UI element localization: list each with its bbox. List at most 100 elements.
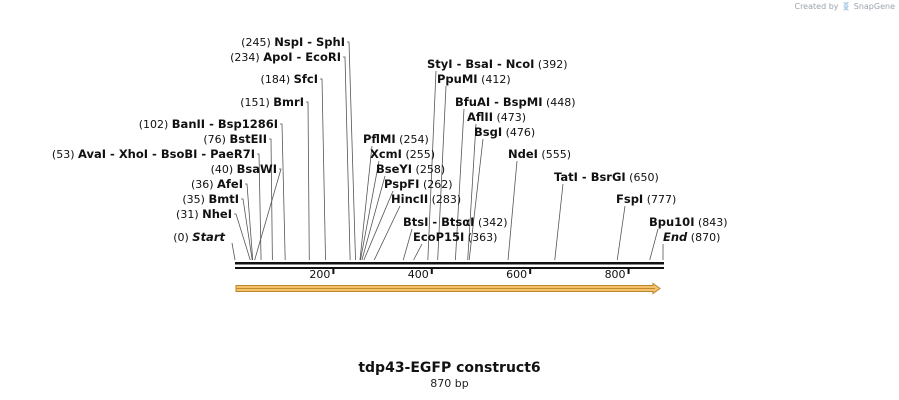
- enzyme-bseyi[interactable]: BseYI: [376, 162, 412, 176]
- cut-line-ecop15i: [413, 243, 423, 261]
- site-label-pflmi: PflMI (254): [363, 132, 429, 146]
- site-position: (392): [534, 58, 567, 71]
- enzyme-afei[interactable]: AfeI: [217, 177, 243, 191]
- cut-line-tati: [554, 183, 564, 261]
- site-label-ecop15i: EcoP15I (363): [413, 230, 497, 244]
- enzyme-apoi[interactable]: ApoI: [263, 50, 292, 64]
- enzyme-ndei[interactable]: NdeI: [508, 147, 538, 161]
- name-separator: -: [148, 147, 161, 161]
- site-position: (473): [493, 111, 526, 124]
- site-position: (843): [694, 216, 727, 229]
- site-position: (40): [211, 163, 237, 176]
- enzyme-bfuai[interactable]: BfuAI: [455, 95, 490, 109]
- cut-line-bfuai: [454, 108, 465, 261]
- site-position: (255): [402, 148, 435, 161]
- feature-arrow: [235, 282, 661, 295]
- cut-line-banii: [280, 123, 286, 261]
- site-position: (476): [502, 126, 535, 139]
- enzyme-bspmi[interactable]: BspMI: [503, 95, 543, 109]
- site-position: (650): [626, 171, 659, 184]
- site-position: (448): [543, 96, 576, 109]
- enzyme-bsgi[interactable]: BsgI: [474, 125, 502, 139]
- site-label-afei: (36) AfeI: [191, 177, 243, 191]
- cut-line-ppumi: [437, 85, 447, 261]
- enzyme-sfci[interactable]: SfcI: [294, 72, 318, 86]
- enzyme-bsobi[interactable]: BsoBI: [161, 147, 198, 161]
- cut-line-bsawi: [254, 168, 282, 261]
- site-label-bpu10i: Bpu10I (843): [649, 215, 728, 229]
- site-label-fspi: FspI (777): [616, 192, 676, 206]
- enzyme-fspi[interactable]: FspI: [616, 192, 643, 206]
- cut-line-bsteii: [269, 138, 273, 261]
- snapgene-logo-icon: 🧬︎: [841, 2, 852, 11]
- enzyme-avai[interactable]: AvaI: [78, 147, 106, 161]
- site-label-pspfi: PspFI (262): [384, 177, 453, 191]
- enzyme-pspfi[interactable]: PspFI: [384, 177, 419, 191]
- enzyme-paer7i[interactable]: PaeR7I: [210, 147, 255, 161]
- axis-tick-800: [627, 267, 630, 274]
- enzyme-banii[interactable]: BanII: [172, 117, 205, 131]
- enzyme-xhoi[interactable]: XhoI: [119, 147, 148, 161]
- site-label-bseyi: BseYI (258): [376, 162, 445, 176]
- enzyme-ppumi[interactable]: PpuMI: [437, 72, 478, 86]
- site-label-avai: (53) AvaI - XhoI - BsoBI - PaeR7I: [52, 147, 255, 161]
- enzyme-bmri[interactable]: BmrI: [273, 95, 304, 109]
- enzyme-xcmi[interactable]: XcmI: [370, 147, 402, 161]
- enzyme-bsai[interactable]: BsaI: [465, 57, 493, 71]
- enzyme-tati[interactable]: TatI: [554, 170, 578, 184]
- cut-line-ndei: [507, 160, 518, 261]
- enzyme-bsp1286i[interactable]: Bsp1286I: [218, 117, 278, 131]
- site-label-bsgi: BsgI (476): [474, 125, 535, 139]
- axis-tick-600: [529, 267, 532, 274]
- site-label-xcmi: XcmI (255): [370, 147, 435, 161]
- site-position: (151): [240, 96, 273, 109]
- site-label-apoi: (234) ApoI - EcoRI: [230, 50, 341, 64]
- axis-tick-200: [332, 267, 335, 274]
- site-position: (35): [182, 193, 208, 206]
- cut-line-hincii: [373, 205, 401, 261]
- axis-tick-label-400: 400: [408, 268, 429, 281]
- site-label-ndei: NdeI (555): [508, 147, 571, 161]
- enzyme-hincii[interactable]: HincII: [391, 192, 428, 206]
- start-line: [231, 242, 236, 261]
- enzyme-bsteii[interactable]: BstEII: [229, 132, 267, 146]
- name-separator: -: [197, 147, 210, 161]
- enzyme-ncoi[interactable]: NcoI: [506, 57, 535, 71]
- enzyme-styi[interactable]: StyI: [427, 57, 453, 71]
- start-position: (0): [173, 231, 192, 244]
- cut-line-xcmi: [360, 160, 380, 261]
- construct-title: tdp43-EGFP construct6: [358, 360, 541, 376]
- enzyme-nhei[interactable]: NheI: [202, 207, 232, 221]
- backbone-bottom-strand: [235, 267, 664, 269]
- credit-text: Created by: [794, 2, 839, 11]
- name-separator: -: [578, 170, 591, 184]
- cut-line-nspi: [347, 41, 356, 261]
- enzyme-bmti[interactable]: BmtI: [208, 192, 239, 206]
- enzyme-bsawi[interactable]: BsaWI: [237, 162, 277, 176]
- cut-line-avai: [257, 153, 262, 261]
- construct-length: 870 bp: [430, 377, 469, 390]
- cut-line-bsgi: [468, 138, 484, 261]
- enzyme-ecop15i[interactable]: EcoP15I: [413, 230, 464, 244]
- enzyme-bts-i[interactable]: BtsαI: [441, 215, 474, 229]
- enzyme-btsi[interactable]: BtsI: [403, 215, 428, 229]
- cut-line-aflii: [467, 123, 477, 261]
- enzyme-bsrgi[interactable]: BsrGI: [591, 170, 626, 184]
- site-label-aflii: AflII (473): [467, 110, 526, 124]
- enzyme-pflmi[interactable]: PflMI: [363, 132, 396, 146]
- start-text: Start: [192, 230, 225, 244]
- site-label-styi: StyI - BsaI - NcoI (392): [427, 57, 567, 71]
- site-label-bsteii: (76) BstEII: [203, 132, 267, 146]
- site-position: (262): [419, 178, 452, 191]
- enzyme-ecori[interactable]: EcoRI: [305, 50, 341, 64]
- enzyme-sphi[interactable]: SphI: [316, 35, 345, 49]
- name-separator: -: [428, 215, 441, 229]
- enzyme-labels: (245) NspI - SphI(234) ApoI - EcoRI(184)…: [52, 35, 728, 244]
- site-position: (555): [538, 148, 571, 161]
- enzyme-aflii[interactable]: AflII: [467, 110, 493, 124]
- site-label-hincii: HincII (283): [391, 192, 461, 206]
- credit-brand: SnapGene: [853, 2, 895, 11]
- site-label-nspi: (245) NspI - SphI: [241, 35, 345, 49]
- enzyme-nspi[interactable]: NspI: [274, 35, 303, 49]
- enzyme-bpu10i[interactable]: Bpu10I: [649, 215, 694, 229]
